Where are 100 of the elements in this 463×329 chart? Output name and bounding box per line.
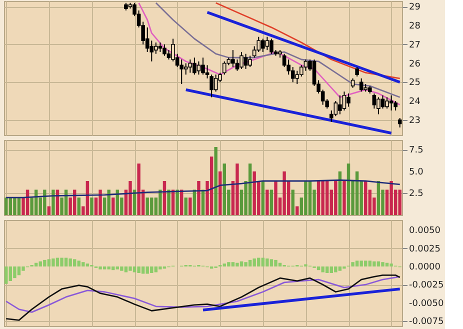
bar bbox=[376, 261, 380, 266]
bar bbox=[146, 198, 149, 215]
candlestick bbox=[265, 36, 270, 51]
candlestick bbox=[334, 100, 338, 117]
candlestick bbox=[162, 44, 166, 56]
bar bbox=[360, 260, 363, 266]
bar bbox=[8, 266, 12, 281]
bar bbox=[390, 264, 393, 266]
bar bbox=[132, 266, 136, 272]
candlestick bbox=[385, 96, 389, 110]
bar bbox=[56, 258, 60, 266]
y-tick-label: 2.5 bbox=[409, 189, 424, 200]
bar bbox=[141, 266, 145, 274]
bar bbox=[248, 164, 252, 215]
y-tick-label: 0.0000 bbox=[409, 262, 441, 272]
bar bbox=[270, 259, 274, 266]
bar bbox=[278, 262, 282, 266]
bar bbox=[257, 258, 260, 266]
line-series bbox=[215, 2, 401, 80]
candlestick bbox=[240, 51, 244, 70]
bar bbox=[231, 262, 235, 266]
bar bbox=[112, 198, 115, 215]
bar bbox=[184, 198, 188, 215]
candlestick bbox=[231, 50, 235, 68]
bar bbox=[236, 262, 239, 266]
bar bbox=[102, 266, 106, 270]
bar bbox=[192, 190, 196, 215]
bar bbox=[390, 180, 393, 215]
y-tick-label: 23 bbox=[409, 116, 420, 126]
bar bbox=[291, 190, 294, 215]
candlestick bbox=[282, 53, 286, 68]
bar bbox=[47, 206, 51, 215]
candlestick bbox=[346, 92, 350, 108]
bar bbox=[47, 259, 51, 266]
candlestick bbox=[222, 60, 226, 76]
y-tick-label: 27 bbox=[409, 40, 420, 50]
bar bbox=[162, 180, 166, 215]
candlestick bbox=[338, 94, 342, 115]
bar bbox=[218, 171, 222, 215]
candlestick bbox=[171, 38, 175, 62]
bar bbox=[146, 266, 149, 274]
bar bbox=[60, 258, 64, 266]
bar bbox=[274, 260, 278, 266]
bar bbox=[4, 198, 8, 215]
bar bbox=[128, 180, 132, 215]
candlestick bbox=[235, 59, 240, 72]
bar bbox=[188, 198, 192, 215]
bar bbox=[342, 266, 346, 269]
bar bbox=[274, 180, 278, 215]
bar bbox=[13, 266, 16, 278]
y-tick-label: 0.0025 bbox=[409, 244, 440, 254]
candlestick bbox=[248, 55, 252, 68]
y-tick-label: 29 bbox=[409, 2, 421, 13]
bar bbox=[342, 180, 346, 215]
bar bbox=[17, 266, 21, 276]
candlestick bbox=[290, 66, 295, 83]
candlestick bbox=[380, 94, 385, 110]
bar bbox=[86, 180, 90, 215]
bar bbox=[227, 262, 230, 266]
bar bbox=[398, 190, 402, 215]
bar bbox=[158, 190, 162, 215]
bar bbox=[364, 180, 368, 215]
bar bbox=[137, 266, 140, 273]
candlestick bbox=[295, 70, 300, 85]
bar bbox=[210, 156, 214, 215]
candlestick bbox=[304, 59, 308, 72]
bar bbox=[64, 258, 68, 266]
line-series bbox=[5, 179, 401, 198]
y-tick-label: 0.0050 bbox=[409, 226, 441, 236]
candlestick bbox=[350, 78, 355, 88]
y-tick-label: 5.0 bbox=[409, 167, 424, 178]
candlestick bbox=[376, 96, 380, 115]
bar bbox=[355, 171, 359, 215]
candlestick bbox=[389, 94, 394, 111]
bar bbox=[355, 260, 359, 266]
bar bbox=[98, 190, 102, 215]
bar bbox=[34, 262, 38, 266]
bar bbox=[282, 171, 286, 215]
bar bbox=[368, 260, 372, 266]
bar bbox=[4, 266, 8, 284]
bar bbox=[321, 266, 324, 272]
candlestick bbox=[244, 53, 248, 70]
bar bbox=[308, 180, 312, 215]
bar bbox=[13, 198, 16, 215]
bar bbox=[385, 262, 389, 266]
line-series bbox=[5, 274, 401, 321]
candlestick bbox=[270, 38, 274, 54]
bar bbox=[334, 180, 338, 215]
bar bbox=[266, 258, 269, 266]
bar bbox=[244, 262, 248, 266]
candlestick bbox=[359, 78, 364, 92]
y-tick-label: 26 bbox=[409, 59, 421, 70]
bar bbox=[116, 266, 120, 270]
y-tick-label: -0.0025 bbox=[409, 280, 444, 291]
bar bbox=[150, 198, 154, 215]
bar bbox=[334, 266, 338, 272]
bar bbox=[77, 198, 80, 215]
candlestick bbox=[398, 118, 402, 128]
candlestick bbox=[342, 91, 346, 111]
y-tick-label: 25 bbox=[409, 78, 420, 88]
